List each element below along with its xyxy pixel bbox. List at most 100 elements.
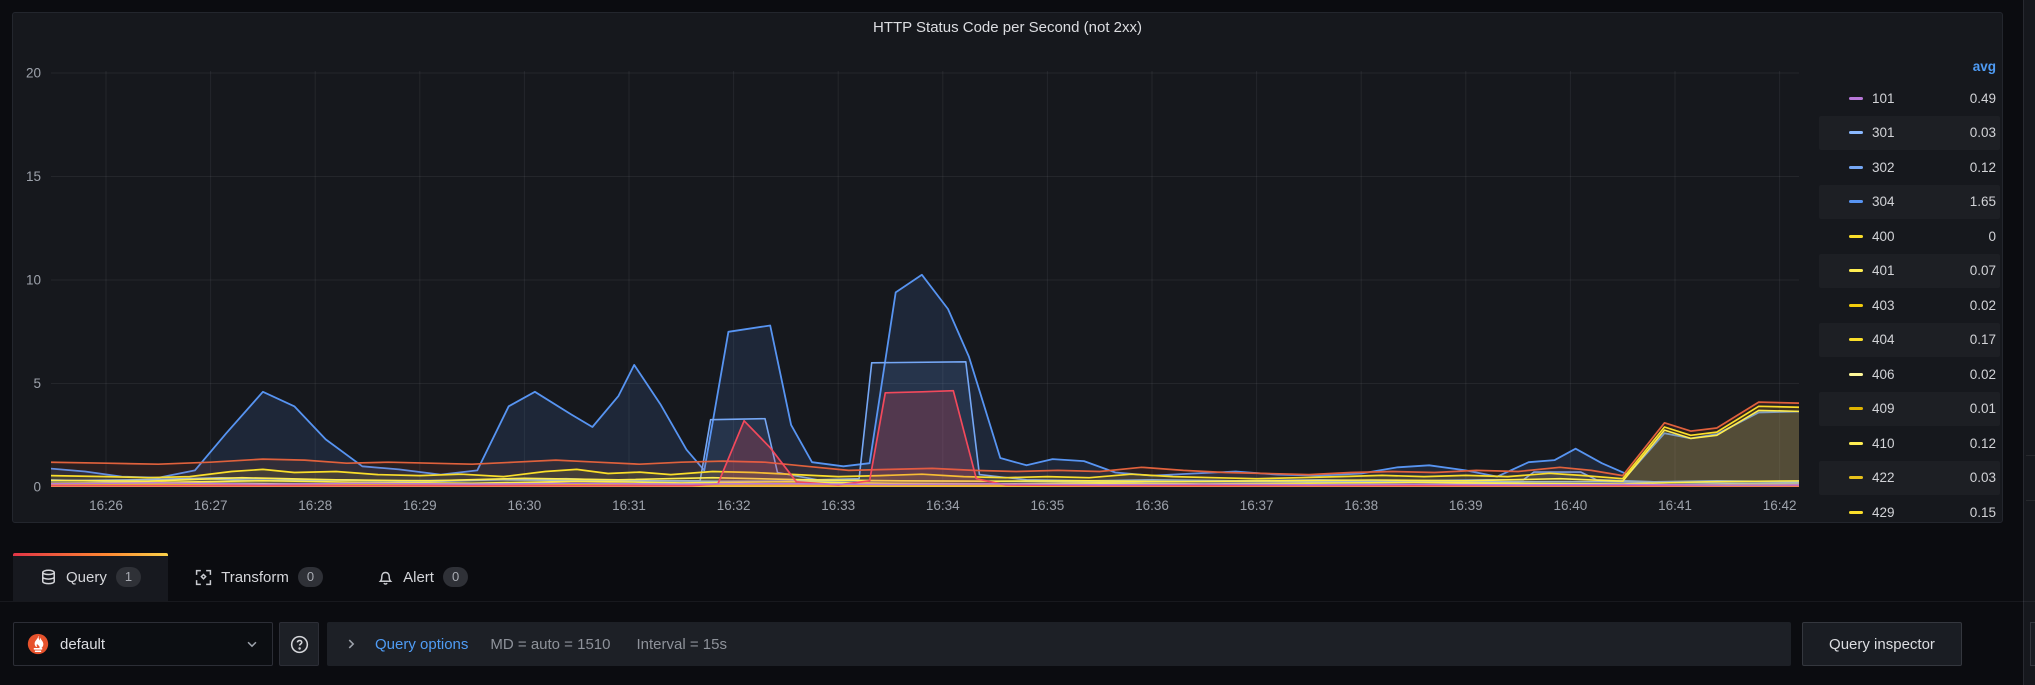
legend-sort-avg[interactable]: avg <box>1972 59 1996 74</box>
legend-row[interactable]: 409 0.01 <box>1819 392 2000 427</box>
series-color-swatch <box>1849 441 1863 445</box>
max-data-points-summary: MD = auto = 1510 <box>490 635 611 653</box>
legend-row[interactable]: 403 0.02 <box>1819 288 2000 323</box>
legend-row[interactable]: 422 0.03 <box>1819 461 2000 496</box>
svg-text:16:37: 16:37 <box>1240 498 1274 513</box>
svg-text:16:35: 16:35 <box>1031 498 1065 513</box>
legend-row[interactable]: 302 0.12 <box>1819 150 2000 185</box>
legend-row[interactable]: 304 1.65 <box>1819 185 2000 220</box>
panel-title[interactable]: HTTP Status Code per Second (not 2xx) <box>872 19 1143 36</box>
svg-text:16:29: 16:29 <box>403 498 437 513</box>
chevron-down-icon <box>245 637 259 651</box>
series-avg-value: 0.15 <box>1969 504 1996 520</box>
svg-text:16:40: 16:40 <box>1554 498 1588 513</box>
svg-text:16:41: 16:41 <box>1658 498 1692 513</box>
legend: avg 101 0.49 301 0.03 302 0.12 304 1.65 400 0 401 0… <box>1819 53 2000 522</box>
series-avg-value: 0.02 <box>1969 366 1996 382</box>
datasource-help-button[interactable] <box>279 622 319 666</box>
transform-icon <box>195 569 212 586</box>
tab-query[interactable]: Query 1 <box>13 553 169 601</box>
svg-text:0: 0 <box>33 480 41 495</box>
series-color-swatch <box>1849 510 1863 514</box>
svg-text:16:31: 16:31 <box>612 498 646 513</box>
series-avg-value: 0.12 <box>1969 159 1996 175</box>
series-avg-value: 0.17 <box>1969 332 1996 348</box>
divider <box>2026 500 2035 501</box>
svg-text:16:36: 16:36 <box>1135 498 1169 513</box>
series-label: 429 <box>1872 504 1895 520</box>
tab-alert[interactable]: Alert 0 <box>350 553 495 601</box>
legend-row[interactable]: 429 0.15 <box>1819 495 2000 522</box>
legend-row[interactable]: 301 0.03 <box>1819 116 2000 151</box>
tab-label: Transform <box>221 568 289 586</box>
series-avg-value: 0.03 <box>1969 125 1996 141</box>
series-avg-value: 0.49 <box>1969 90 1996 106</box>
tab-label: Query <box>66 568 107 586</box>
series-avg-value: 0 <box>1988 228 1996 244</box>
query-options-toggle[interactable]: Query options MD = auto = 1510 Interval … <box>327 622 1791 666</box>
editor-tabs: Query 1 Transform 0 Alert 0 <box>0 553 2035 602</box>
series-color-swatch <box>1849 234 1863 238</box>
divider <box>2026 455 2035 456</box>
svg-text:16:33: 16:33 <box>821 498 855 513</box>
svg-text:16:38: 16:38 <box>1344 498 1378 513</box>
svg-text:16:28: 16:28 <box>298 498 332 513</box>
series-label: 404 <box>1872 332 1895 348</box>
series-avg-value: 0.03 <box>1969 470 1996 486</box>
series-color-swatch <box>1849 96 1863 100</box>
svg-text:16:32: 16:32 <box>717 498 751 513</box>
series-color-swatch <box>1849 372 1863 376</box>
prometheus-icon <box>27 633 49 655</box>
series-label: 422 <box>1872 470 1895 486</box>
series-color-swatch <box>1849 165 1863 169</box>
legend-row[interactable]: 101 0.49 <box>1819 81 2000 116</box>
legend-row[interactable]: 401 0.07 <box>1819 254 2000 289</box>
timeseries-panel: HTTP Status Code per Second (not 2xx) 0 5… <box>12 12 2003 523</box>
series-color-swatch <box>1849 303 1863 307</box>
series-label: 406 <box>1872 366 1895 382</box>
interval-summary: Interval = 15s <box>636 635 727 653</box>
legend-row[interactable]: 410 0.12 <box>1819 426 2000 461</box>
time-series-plot[interactable]: 0 5 10 15 20 16:26 16:27 16:28 16:29 16:30 16:31 16… <box>13 13 2003 523</box>
datasource-picker[interactable]: default <box>13 622 273 666</box>
svg-text:16:39: 16:39 <box>1449 498 1483 513</box>
svg-text:20: 20 <box>26 66 41 81</box>
series-color-swatch <box>1849 476 1863 480</box>
query-inspector-button[interactable]: Query inspector <box>1802 622 1962 666</box>
legend-row[interactable]: 400 0 <box>1819 219 2000 254</box>
adjacent-button-edge <box>2030 622 2035 666</box>
transform-count-badge: 0 <box>297 567 324 587</box>
svg-text:15: 15 <box>26 169 41 184</box>
svg-text:16:34: 16:34 <box>926 498 960 513</box>
legend-row[interactable]: 406 0.02 <box>1819 357 2000 392</box>
series-label: 304 <box>1872 194 1895 210</box>
datasource-value: default <box>60 635 106 653</box>
svg-text:16:42: 16:42 <box>1763 498 1797 513</box>
svg-text:16:26: 16:26 <box>89 498 123 513</box>
series-label: 410 <box>1872 435 1895 451</box>
legend-row[interactable]: 404 0.17 <box>1819 323 2000 358</box>
series-label: 400 <box>1872 228 1895 244</box>
series-avg-value: 0.02 <box>1969 297 1996 313</box>
query-editor-row: default Query options <box>0 602 2035 685</box>
svg-text:10: 10 <box>26 273 41 288</box>
series-color-swatch <box>1849 200 1863 204</box>
bell-icon <box>377 569 394 586</box>
series-avg-value: 0.12 <box>1969 435 1996 451</box>
series-color-swatch <box>1849 269 1863 273</box>
svg-text:16:27: 16:27 <box>194 498 228 513</box>
help-circle-icon <box>290 635 309 654</box>
alert-count-badge: 0 <box>442 567 469 587</box>
svg-text:16:30: 16:30 <box>508 498 542 513</box>
query-count-badge: 1 <box>115 567 142 587</box>
tab-transform[interactable]: Transform 0 <box>168 553 350 601</box>
series-label: 301 <box>1872 125 1895 141</box>
series-color-swatch <box>1849 338 1863 342</box>
series-color-swatch <box>1849 131 1863 135</box>
adjacent-panel-edge <box>2023 0 2035 685</box>
tab-label: Alert <box>403 568 434 586</box>
series-label: 101 <box>1872 90 1895 106</box>
series-avg-value: 0.01 <box>1969 401 1996 417</box>
series-label: 401 <box>1872 263 1895 279</box>
